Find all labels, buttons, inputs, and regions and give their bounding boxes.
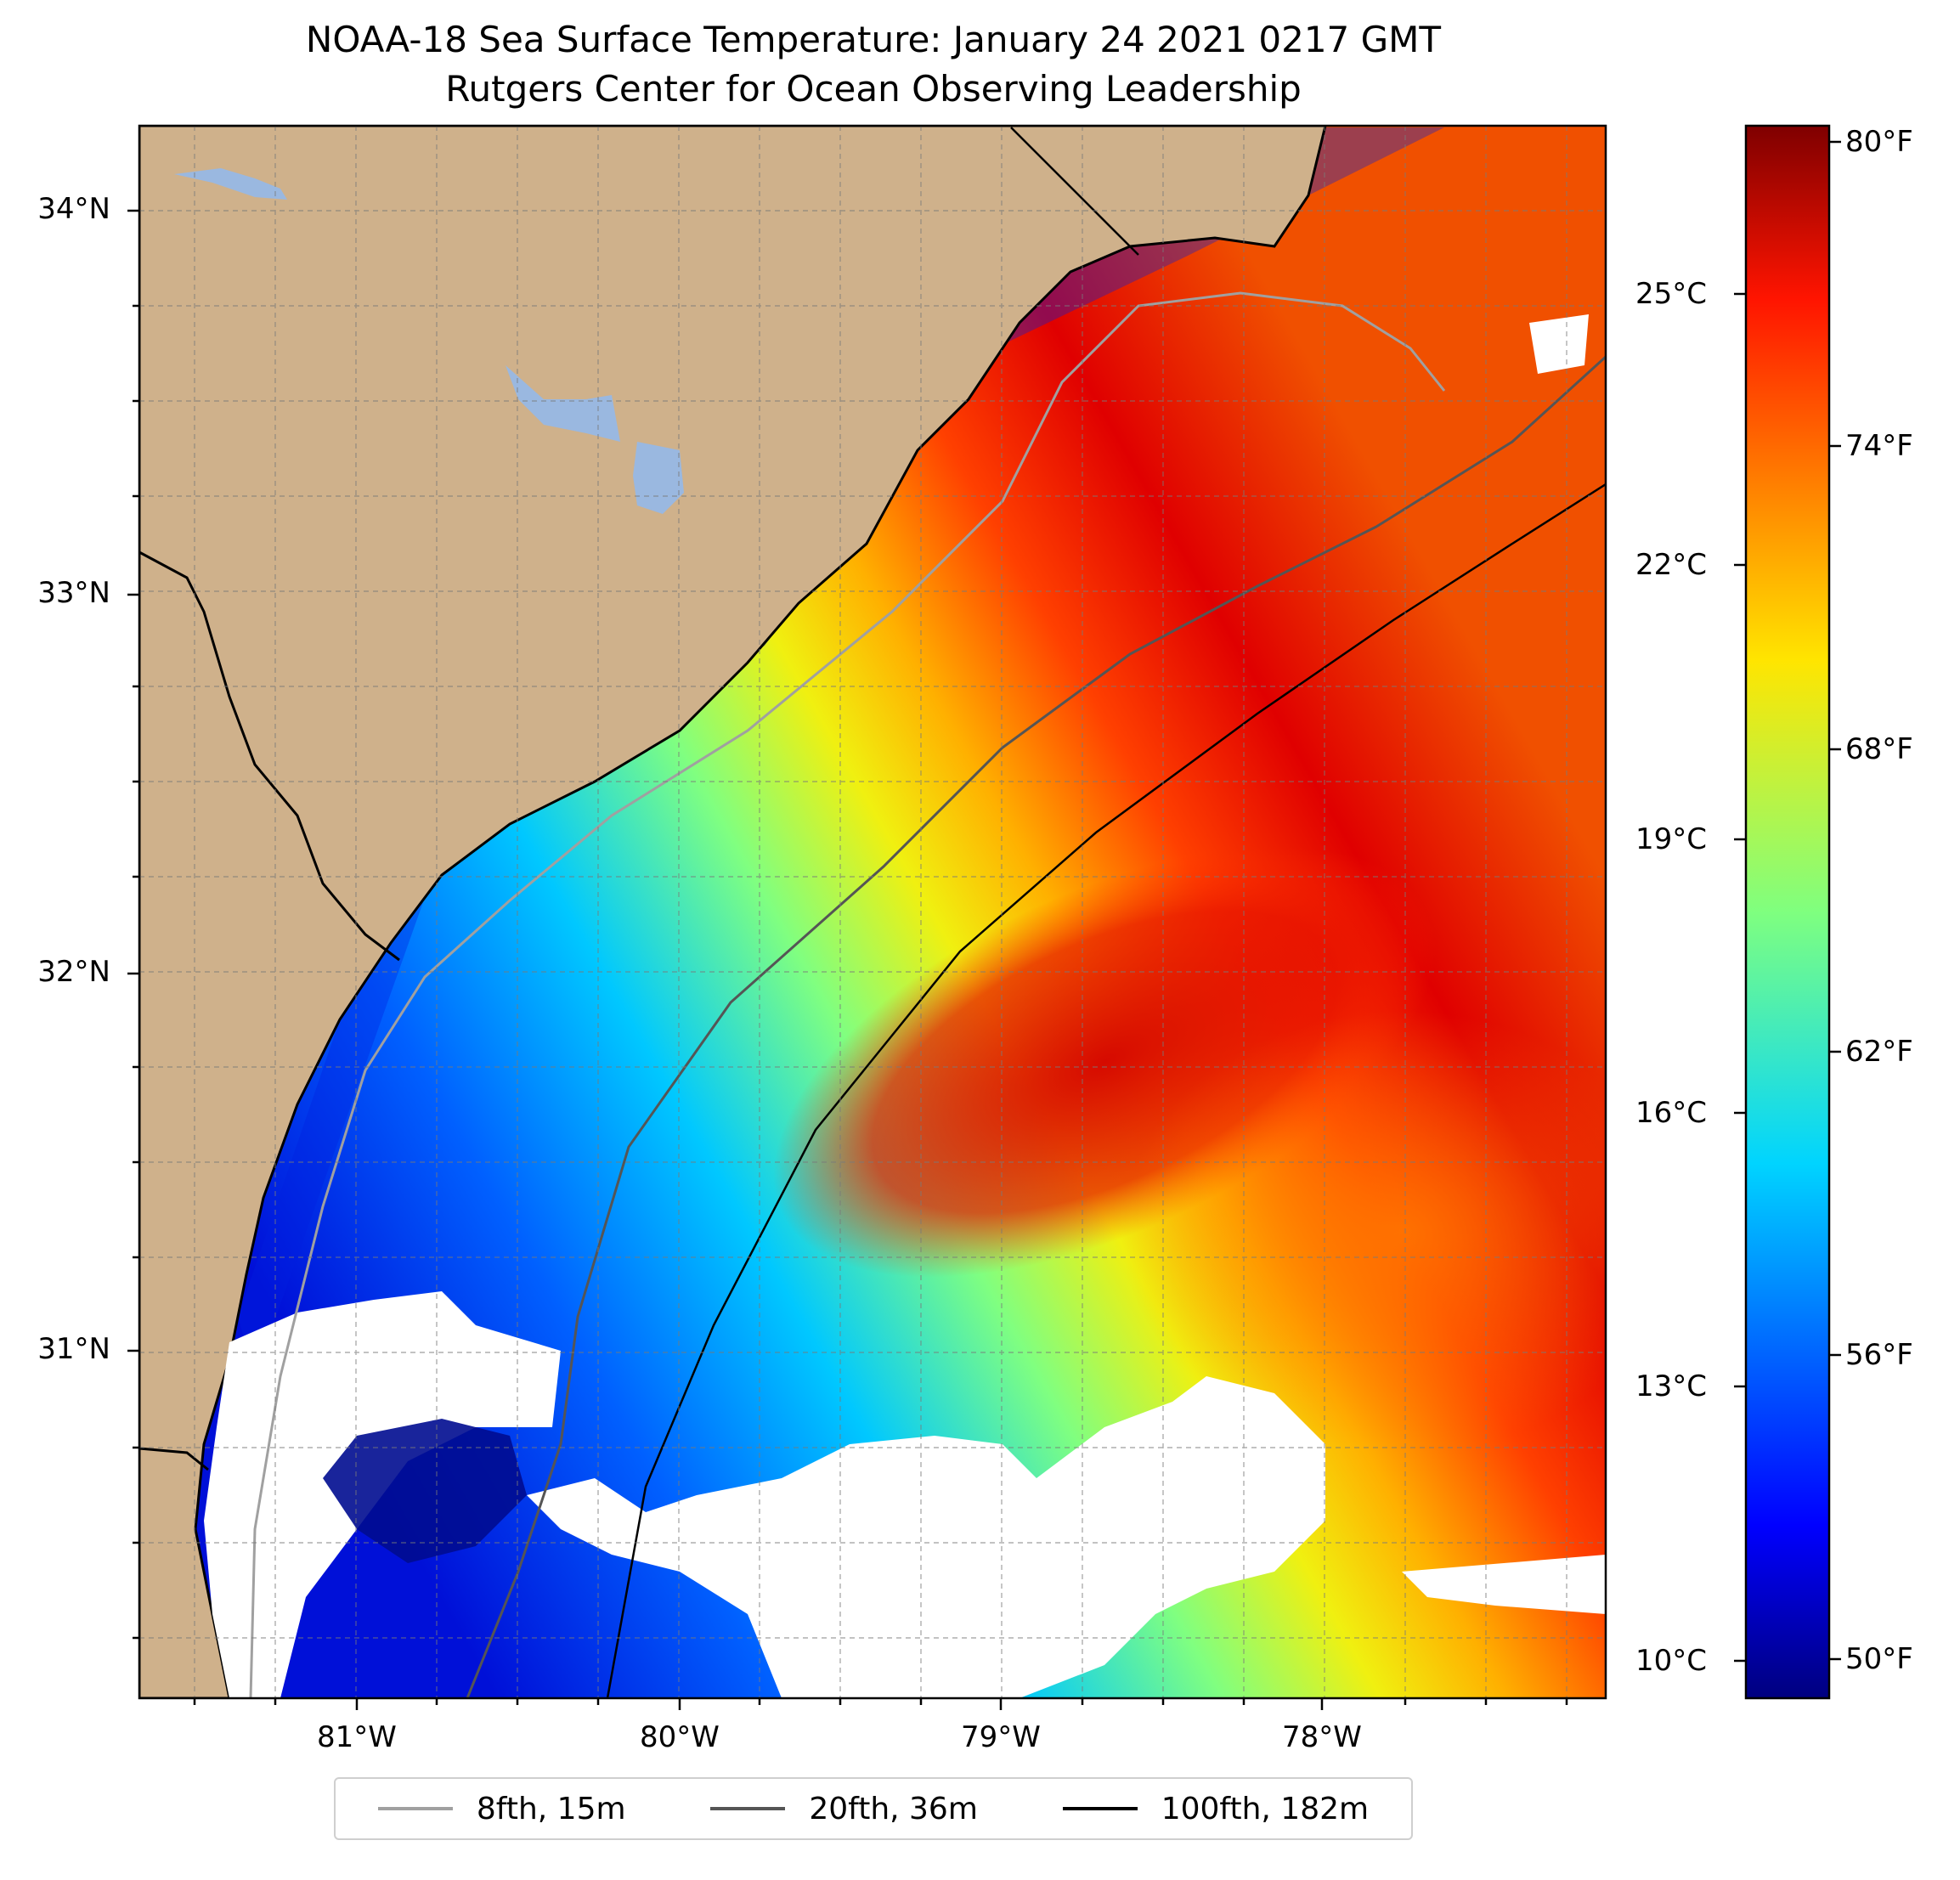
colorbar-celsius-label: 25°C	[1635, 277, 1708, 311]
colorbar-fahrenheit-label: 56°F	[1845, 1338, 1913, 1372]
colorbar	[1744, 124, 1831, 1700]
colorbar-fahrenheit-label: 50°F	[1845, 1642, 1913, 1676]
colorbar-fahrenheit-label: 68°F	[1845, 732, 1913, 766]
colorbar-celsius-label: 22°C	[1635, 548, 1708, 582]
colorbar-celsius-label: 13°C	[1635, 1369, 1708, 1403]
lon-tick-label: 80°W	[640, 1720, 720, 1754]
colorbar-fahrenheit-label: 74°F	[1845, 429, 1913, 463]
colorbar-fahrenheit-label: 80°F	[1845, 125, 1913, 159]
legend-item-100fth: 100fth, 182m	[1062, 1791, 1370, 1826]
colorbar-fahrenheit-label: 62°F	[1845, 1035, 1913, 1069]
lake	[506, 365, 620, 442]
map-frame	[138, 124, 1607, 1700]
land	[139, 126, 1327, 1698]
lat-tick-label: 31°N	[37, 1332, 110, 1366]
legend-swatch	[1062, 1807, 1138, 1810]
lat-tick-label: 34°N	[37, 192, 110, 226]
legend-label: 20fth, 36m	[809, 1791, 978, 1826]
map-subtitle: Rutgers Center for Ocean Observing Leade…	[445, 68, 1302, 110]
isobath-20fth	[466, 355, 1606, 1698]
legend-item-20fth: 20fth, 36m	[710, 1792, 978, 1826]
no-data-area	[527, 1376, 1325, 1698]
legend-swatch	[377, 1807, 453, 1810]
lon-tick-label: 79°W	[961, 1720, 1041, 1754]
isobath-8fth	[249, 291, 1446, 1698]
lon-tick-label: 78°W	[1282, 1720, 1362, 1754]
isobath-100fth	[606, 483, 1606, 1698]
legend-label: 8fth, 15m	[476, 1791, 626, 1826]
isobath-legend: 8fth, 15m 20fth, 36m 100fth, 182m	[334, 1777, 1413, 1840]
lat-tick-label: 33°N	[37, 576, 110, 610]
legend-label: 100fth, 182m	[1161, 1791, 1370, 1826]
colorbar-celsius-label: 19°C	[1635, 822, 1708, 856]
graticule	[139, 126, 1606, 1698]
colorbar-celsius-label: 16°C	[1635, 1096, 1708, 1130]
lon-tick-label: 81°W	[317, 1720, 397, 1754]
colorbar-celsius-label: 10°C	[1635, 1644, 1708, 1678]
map-title: NOAA-18 Sea Surface Temperature: January…	[305, 19, 1442, 60]
lat-tick-label: 32°N	[37, 955, 110, 989]
lake	[174, 168, 287, 200]
legend-swatch	[710, 1807, 786, 1810]
legend-item-8fth: 8fth, 15m	[377, 1791, 626, 1826]
